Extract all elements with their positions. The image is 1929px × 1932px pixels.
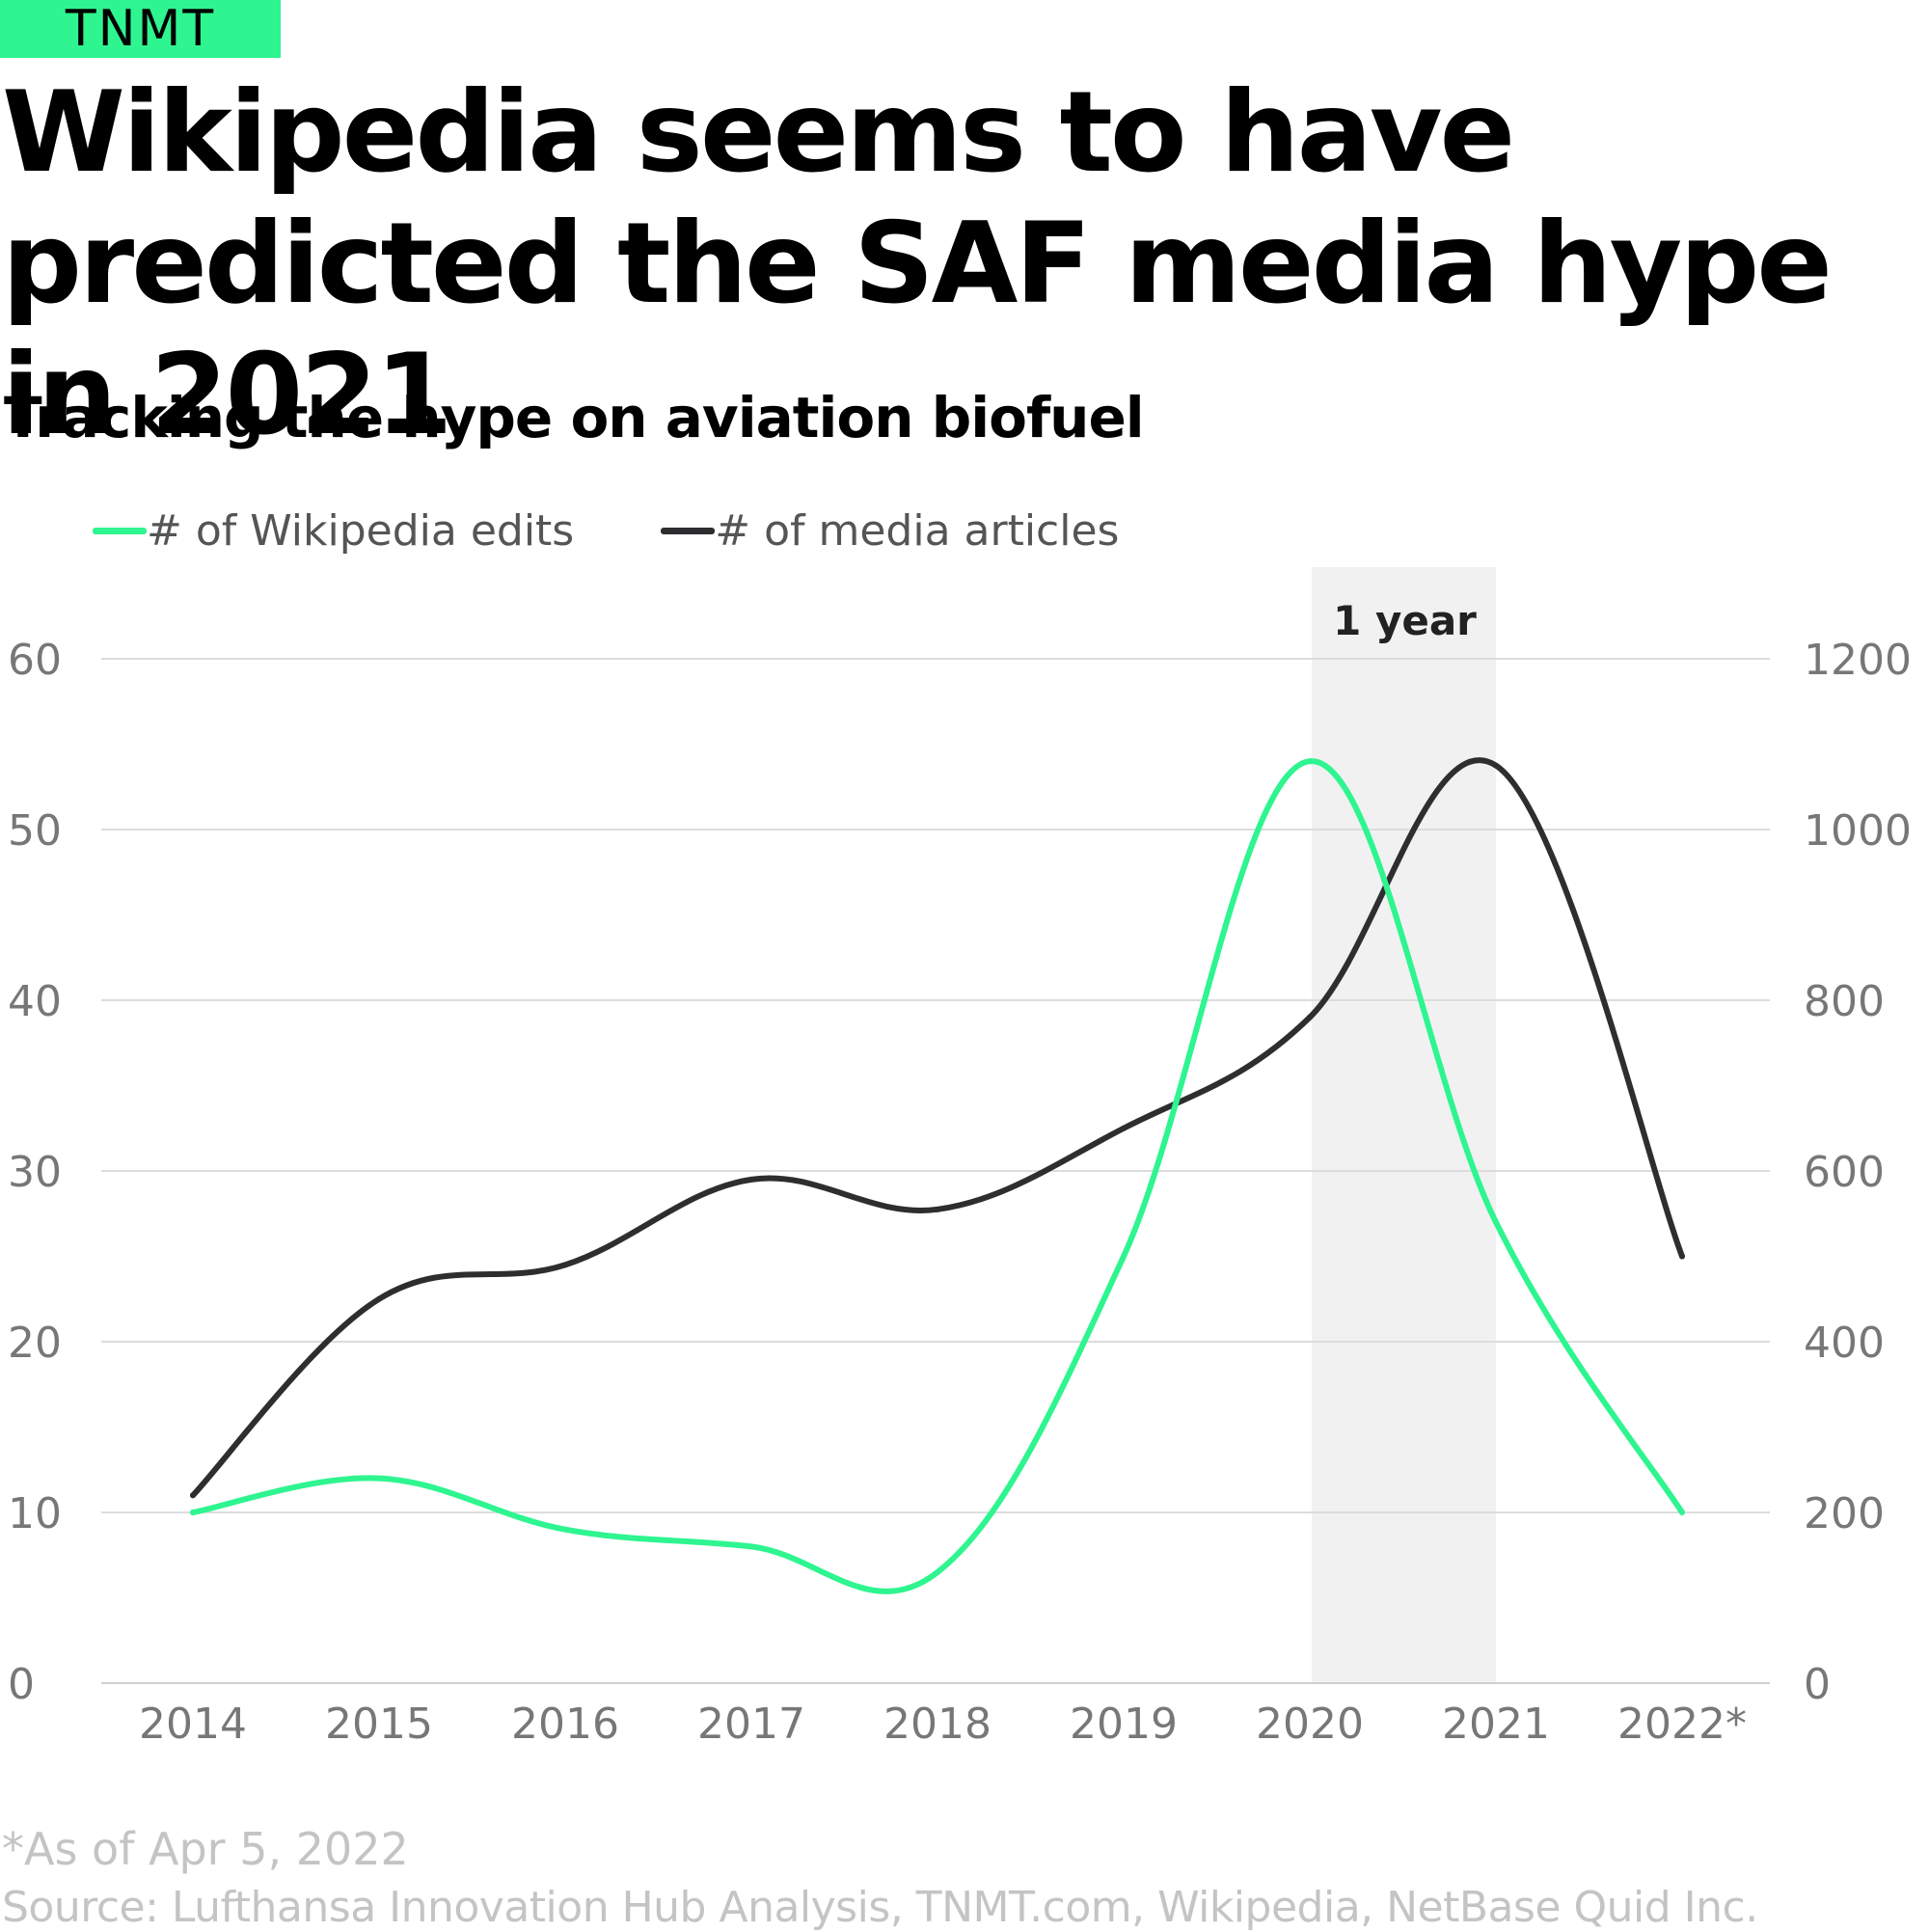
data-point-wikipedia-edits	[1679, 1510, 1685, 1515]
x-tick-label: 2018	[883, 1700, 992, 1749]
y-right-tick-label: 400	[1804, 1319, 1885, 1368]
data-point-wikipedia-edits	[1121, 1253, 1127, 1260]
data-point-media-articles	[190, 1492, 196, 1499]
data-point-media-articles	[562, 1262, 568, 1268]
data-point-media-articles	[1679, 1253, 1685, 1260]
x-tick-label: 2019	[1070, 1700, 1178, 1749]
x-tick-label: 2017	[697, 1700, 805, 1749]
x-tick-label: 2021	[1442, 1700, 1550, 1749]
data-point-media-articles	[935, 1206, 940, 1212]
y-left-tick-label: 60	[8, 636, 62, 685]
x-tick-label: 2020	[1256, 1700, 1364, 1749]
y-left-tick-label: 40	[8, 977, 62, 1026]
data-point-media-articles	[1307, 1014, 1313, 1020]
chart-legend: # of Wikipedia edits # of media articles	[93, 502, 1119, 559]
y-left-tick-label: 50	[8, 806, 62, 856]
footnote: *As of Apr 5, 2022	[2, 1823, 409, 1875]
y-left-tick-label: 20	[8, 1319, 62, 1368]
data-point-wikipedia-edits	[376, 1475, 382, 1482]
data-point-media-articles	[376, 1295, 382, 1302]
data-point-media-articles	[1121, 1125, 1127, 1131]
y-left-tick-label: 0	[8, 1660, 35, 1709]
legend-item-media-articles: # of media articles	[661, 506, 1119, 556]
series-line-wikipedia-edits	[190, 758, 1685, 1594]
y-right-tick-label: 800	[1804, 977, 1885, 1026]
y-right-tick-label: 0	[1804, 1660, 1831, 1709]
legend-label-wikipedia-edits: # of Wikipedia edits	[147, 505, 575, 556]
data-point-wikipedia-edits	[190, 1510, 196, 1515]
brand-logo: TNMT	[0, 0, 281, 58]
legend-swatch-wikipedia-edits	[93, 527, 147, 534]
x-tick-label: 2016	[511, 1700, 619, 1749]
y-right-tick-label: 200	[1804, 1489, 1885, 1538]
x-tick-label: 2014	[139, 1700, 247, 1749]
source-note: Source: Lufthansa Innovation Hub Analysi…	[2, 1883, 1758, 1932]
y-right-tick-label: 1200	[1804, 636, 1912, 685]
legend-swatch-media-articles	[661, 527, 716, 534]
y-right-tick-label: 600	[1804, 1148, 1885, 1197]
data-point-media-articles	[748, 1176, 754, 1183]
data-point-wikipedia-edits	[1307, 758, 1313, 765]
y-left-tick-label: 10	[8, 1489, 62, 1538]
line-chart: 1 year 0 0 10 200 20 400 30 600 40 800 50 1000 60 1200…	[8, 567, 1912, 1749]
chart-subtitle: Tracking the hype on aviation biofuel	[4, 385, 1145, 450]
data-point-wikipedia-edits	[748, 1543, 754, 1550]
y-right-tick-label: 1000	[1804, 806, 1912, 856]
highlight-label: 1 year	[1333, 597, 1477, 644]
data-point-wikipedia-edits	[935, 1568, 940, 1575]
data-point-wikipedia-edits	[1493, 1219, 1499, 1226]
data-point-media-articles	[1493, 762, 1499, 769]
highlight-band	[1312, 567, 1496, 1683]
x-tick-label: 2015	[325, 1700, 433, 1749]
y-left-tick-label: 30	[8, 1148, 62, 1197]
legend-item-wikipedia-edits: # of Wikipedia edits	[93, 506, 574, 556]
legend-label-media-articles: # of media articles	[715, 505, 1120, 556]
page-title: Wikipedia seems to have predicted the SA…	[2, 68, 1833, 460]
x-tick-label: 2022*	[1617, 1700, 1747, 1749]
data-point-wikipedia-edits	[562, 1526, 568, 1533]
